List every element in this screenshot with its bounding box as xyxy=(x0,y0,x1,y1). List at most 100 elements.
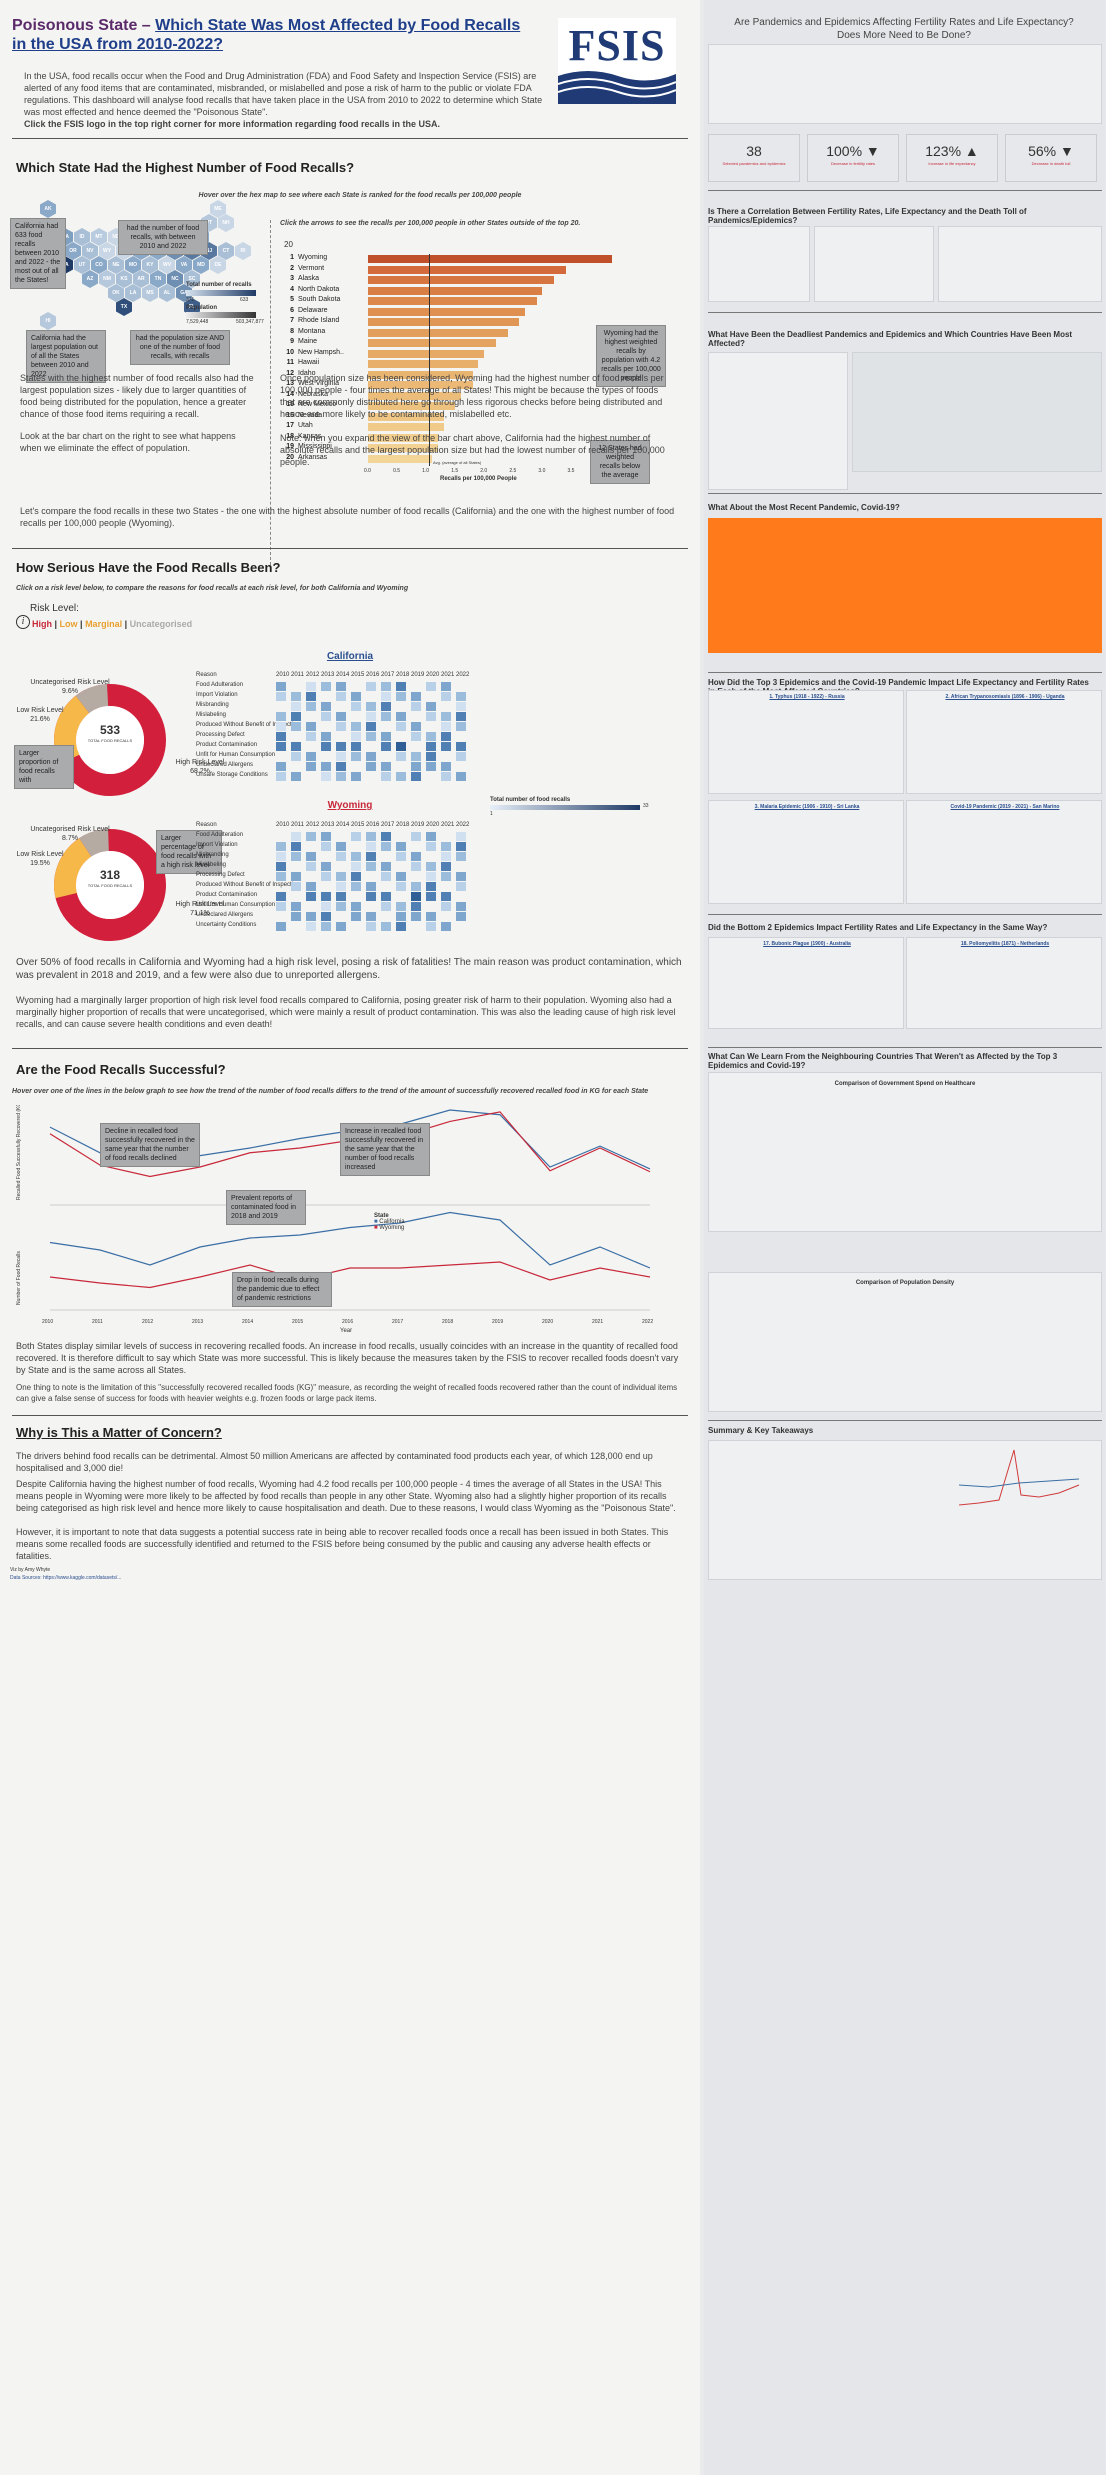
heatmap-cell[interactable] xyxy=(411,862,421,871)
heatmap-cell[interactable] xyxy=(351,702,361,711)
heatmap-cell[interactable] xyxy=(291,692,301,701)
bar-value[interactable] xyxy=(368,423,444,431)
heatmap-cell[interactable] xyxy=(441,692,451,701)
heatmap-cell[interactable] xyxy=(381,772,391,781)
heatmap-cell[interactable] xyxy=(366,762,376,771)
heatmap-cell[interactable] xyxy=(321,732,331,741)
heatmap-cell[interactable] xyxy=(336,712,346,721)
life-expectancy-chart[interactable] xyxy=(814,226,934,302)
heatmap-cell[interactable] xyxy=(426,892,436,901)
heatmap-cell[interactable] xyxy=(291,912,301,921)
heatmap-cell[interactable] xyxy=(366,752,376,761)
heatmap-cell[interactable] xyxy=(306,892,316,901)
heatmap-cell[interactable] xyxy=(381,842,391,851)
hex-state-az[interactable]: AZ xyxy=(82,270,98,288)
heatmap-cell[interactable] xyxy=(306,852,316,861)
heatmap-cell[interactable] xyxy=(411,852,421,861)
heatmap-cell[interactable] xyxy=(441,892,451,901)
heatmap-cell[interactable] xyxy=(276,772,286,781)
heatmap-cell[interactable] xyxy=(366,882,376,891)
info-icon[interactable]: i xyxy=(16,615,30,629)
heatmap-cell[interactable] xyxy=(411,702,421,711)
heatmap-cell[interactable] xyxy=(321,742,331,751)
heatmap-cell[interactable] xyxy=(321,892,331,901)
hex-state-fl[interactable]: FL xyxy=(184,298,200,316)
heatmap-cell[interactable] xyxy=(321,902,331,911)
bar-value[interactable] xyxy=(368,444,438,452)
heatmap-cell[interactable] xyxy=(276,692,286,701)
heatmap-cell[interactable] xyxy=(441,842,451,851)
heatmap-cell[interactable] xyxy=(381,762,391,771)
heatmap-cell[interactable] xyxy=(426,702,436,711)
heatmap-cell[interactable] xyxy=(336,922,346,931)
legend-california[interactable]: ■ California xyxy=(374,1219,405,1225)
hex-state-or[interactable]: OR xyxy=(65,242,81,260)
heatmap-cell[interactable] xyxy=(336,842,346,851)
hex-state-id[interactable]: ID xyxy=(74,228,90,246)
heatmap-cell[interactable] xyxy=(276,872,286,881)
heatmap-cell[interactable] xyxy=(411,892,421,901)
heatmap-cell[interactable] xyxy=(381,742,391,751)
heatmap-cell[interactable] xyxy=(396,682,406,691)
heatmap-cell[interactable] xyxy=(396,842,406,851)
heatmap-cell[interactable] xyxy=(351,852,361,861)
heatmap-cell[interactable] xyxy=(276,852,286,861)
hex-state-ms[interactable]: MS xyxy=(142,284,158,302)
heatmap-cell[interactable] xyxy=(426,742,436,751)
heatmap-cell[interactable] xyxy=(306,922,316,931)
heatmap-cell[interactable] xyxy=(411,912,421,921)
hex-state-ks[interactable]: KS xyxy=(116,270,132,288)
hex-state-ut[interactable]: UT xyxy=(74,256,90,274)
heatmap-cell[interactable] xyxy=(276,712,286,721)
heatmap-cell[interactable] xyxy=(351,902,361,911)
heatmap-cell[interactable] xyxy=(441,722,451,731)
heatmap-cell[interactable] xyxy=(441,762,451,771)
bar-value[interactable] xyxy=(368,412,444,421)
hex-state-sc[interactable]: SC xyxy=(184,270,200,288)
heatmap-cell[interactable] xyxy=(381,712,391,721)
heatmap-cell[interactable] xyxy=(396,902,406,911)
heatmap-cell[interactable] xyxy=(276,742,286,751)
heatmap-cell[interactable] xyxy=(336,692,346,701)
heatmap-cell[interactable] xyxy=(276,732,286,741)
hex-state-ok[interactable]: OK xyxy=(108,284,124,302)
heatmap-cell[interactable] xyxy=(411,772,421,781)
heatmap-cell[interactable] xyxy=(351,882,361,891)
heatmap-cell[interactable] xyxy=(381,872,391,881)
heatmap-cell[interactable] xyxy=(351,772,361,781)
california-heatmap[interactable]: Reason Food Adulteration Import Violation M… xyxy=(196,672,666,782)
country-panel[interactable]: 17. Bubonic Plague (1900) - Australia xyxy=(708,937,904,1029)
heatmap-cell[interactable] xyxy=(321,832,331,841)
hex-state-nc[interactable]: NC xyxy=(167,270,183,288)
heatmap-cell[interactable] xyxy=(396,752,406,761)
heatmap-cell[interactable] xyxy=(426,872,436,881)
california-donut[interactable] xyxy=(50,680,170,800)
heatmap-cell[interactable] xyxy=(366,722,376,731)
heatmap-cell[interactable] xyxy=(456,722,466,731)
heatmap-cell[interactable] xyxy=(381,702,391,711)
heatmap-cell[interactable] xyxy=(306,702,316,711)
heatmap-cell[interactable] xyxy=(441,712,451,721)
heatmap-cell[interactable] xyxy=(291,872,301,881)
heatmap-cell[interactable] xyxy=(276,842,286,851)
hex-state-hi[interactable]: HI xyxy=(40,312,56,330)
covid-treemap[interactable] xyxy=(708,518,1102,653)
hex-state-mt[interactable]: MT xyxy=(91,228,107,246)
heatmap-cell[interactable] xyxy=(336,762,346,771)
heatmap-cell[interactable] xyxy=(366,732,376,741)
heatmap-cell[interactable] xyxy=(381,692,391,701)
world-map[interactable] xyxy=(852,352,1102,472)
hex-state-co[interactable]: CO xyxy=(91,256,107,274)
population-density-panel[interactable] xyxy=(708,1272,1102,1412)
heatmap-cell[interactable] xyxy=(426,862,436,871)
heatmap-cell[interactable] xyxy=(426,912,436,921)
heatmap-cell[interactable] xyxy=(396,772,406,781)
heatmap-cell[interactable] xyxy=(456,692,466,701)
heatmap-cell[interactable] xyxy=(396,912,406,921)
heatmap-cell[interactable] xyxy=(441,862,451,871)
hex-state-wv[interactable]: WV xyxy=(159,256,175,274)
country-panel[interactable]: Covid-19 Pandemic (2019 - 2021) - San Ma… xyxy=(906,800,1102,904)
heatmap-cell[interactable] xyxy=(381,832,391,841)
bar-value[interactable] xyxy=(368,297,537,305)
heatmap-cell[interactable] xyxy=(411,832,421,841)
